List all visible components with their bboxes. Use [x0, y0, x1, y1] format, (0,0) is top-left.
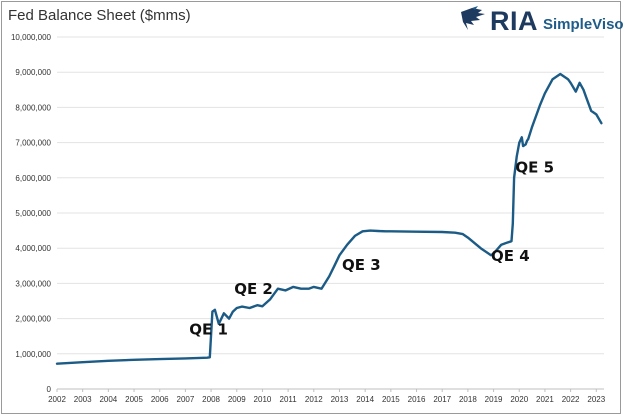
series-line [55, 72, 603, 365]
x-tick-label: 2003 [74, 395, 92, 404]
x-tick-label: 2017 [433, 395, 451, 404]
y-tick-label: 1,000,000 [15, 350, 51, 359]
y-tick-label: 0 [47, 385, 52, 394]
logo-subtitle: SimpleVisor [543, 15, 624, 33]
x-tick-label: 2011 [280, 395, 298, 404]
x-tick-label: 2012 [305, 395, 323, 404]
y-tick-label: 7,000,000 [15, 139, 51, 148]
logo-name: RIA [490, 5, 538, 36]
ria-logo: RIA SimpleVisor [458, 4, 624, 39]
x-tick-label: 2007 [177, 395, 195, 404]
y-tick-label: 8,000,000 [15, 103, 51, 112]
series-group [55, 72, 603, 365]
x-tick-label: 2022 [562, 395, 580, 404]
y-tick-label: 3,000,000 [15, 279, 51, 288]
x-tick-label: 2023 [587, 395, 605, 404]
x-tick-label: 2016 [408, 395, 426, 404]
x-tick-label: 2014 [356, 395, 374, 404]
chart-title: Fed Balance Sheet ($mms) [8, 7, 191, 24]
annotation-label: QE 3 [342, 256, 381, 274]
gridlines [57, 36, 604, 355]
eagle-icon [458, 4, 488, 39]
x-tick-label: 2004 [99, 395, 117, 404]
x-tick-label: 2009 [228, 395, 246, 404]
x-tick-label: 2020 [510, 395, 528, 404]
x-tick-label: 2002 [48, 395, 66, 404]
x-tick-label: 2019 [485, 395, 503, 404]
y-tick-label: 4,000,000 [15, 244, 51, 253]
y-axis-ticks: 0 1,000,000 2,000,000 3,000,000 4,000,000 5,0… [11, 33, 52, 394]
annotations: QE 1 QE 2 QE 3 QE 4 QE 5 [189, 159, 554, 339]
x-tick-label: 2005 [125, 395, 143, 404]
x-tick-label: 2021 [536, 395, 554, 404]
x-axis-ticks: 2002 2003 2004 2005 2006 2007 2008 2009 2010 2011… [48, 389, 606, 404]
x-tick-label: 2013 [331, 395, 349, 404]
annotation-label: QE 4 [491, 247, 530, 265]
y-tick-label: 9,000,000 [15, 68, 51, 77]
x-tick-label: 2018 [459, 395, 477, 404]
x-tick-label: 2010 [254, 395, 272, 404]
y-tick-label: 5,000,000 [15, 209, 51, 218]
annotation-label: QE 2 [234, 280, 273, 298]
y-tick-label: 6,000,000 [15, 174, 51, 183]
x-tick-label: 2015 [382, 395, 400, 404]
y-tick-label: 10,000,000 [11, 33, 52, 42]
annotation-label: QE 1 [189, 320, 228, 338]
x-tick-label: 2008 [202, 395, 220, 404]
y-tick-label: 2,000,000 [15, 315, 51, 324]
annotation-label: QE 5 [515, 159, 554, 177]
x-tick-label: 2006 [151, 395, 169, 404]
